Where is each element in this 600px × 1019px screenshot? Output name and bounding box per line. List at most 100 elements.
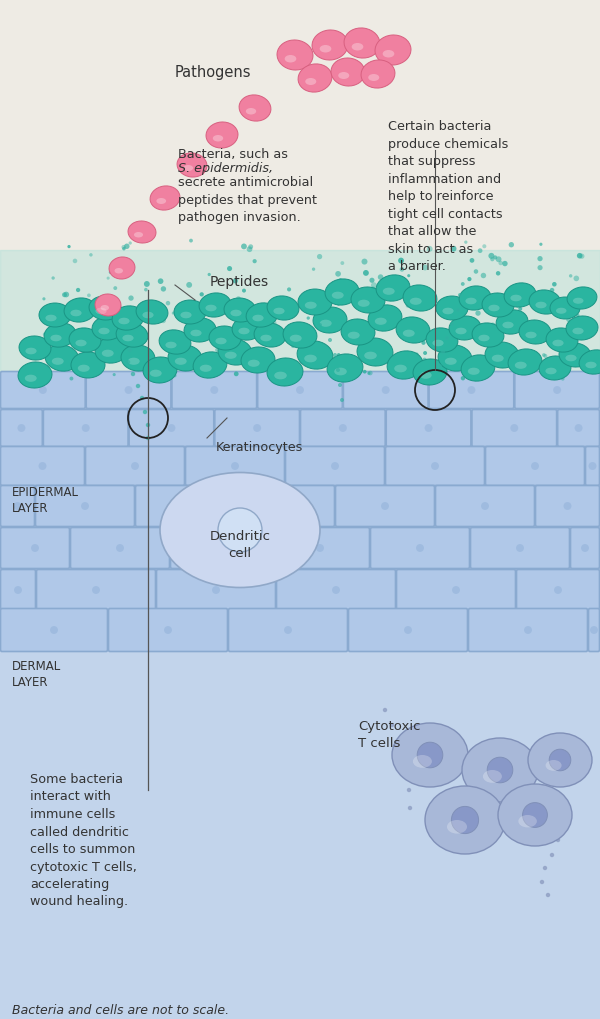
- Circle shape: [320, 350, 323, 353]
- FancyBboxPatch shape: [170, 528, 269, 569]
- Ellipse shape: [341, 319, 375, 345]
- Circle shape: [275, 310, 279, 314]
- FancyBboxPatch shape: [371, 528, 470, 569]
- Circle shape: [347, 363, 351, 367]
- Circle shape: [197, 310, 201, 314]
- Ellipse shape: [482, 293, 514, 317]
- Circle shape: [285, 368, 290, 373]
- Circle shape: [544, 372, 550, 377]
- Ellipse shape: [225, 352, 237, 359]
- Circle shape: [83, 314, 89, 320]
- Ellipse shape: [413, 755, 432, 767]
- Ellipse shape: [205, 305, 217, 311]
- Circle shape: [421, 340, 425, 344]
- Ellipse shape: [284, 55, 296, 62]
- Ellipse shape: [364, 352, 377, 360]
- Circle shape: [391, 276, 397, 282]
- Circle shape: [556, 838, 560, 842]
- Circle shape: [416, 544, 424, 552]
- Text: DERMAL
LAYER: DERMAL LAYER: [12, 660, 61, 690]
- Ellipse shape: [209, 326, 241, 351]
- Circle shape: [406, 304, 410, 308]
- Ellipse shape: [358, 300, 370, 307]
- Circle shape: [161, 286, 166, 291]
- FancyBboxPatch shape: [229, 608, 347, 651]
- Circle shape: [545, 291, 550, 296]
- Circle shape: [137, 366, 140, 369]
- Circle shape: [590, 626, 598, 634]
- Ellipse shape: [95, 337, 129, 363]
- Circle shape: [31, 544, 39, 552]
- Circle shape: [297, 335, 301, 339]
- Circle shape: [156, 302, 159, 305]
- Circle shape: [187, 319, 192, 324]
- Ellipse shape: [485, 342, 519, 368]
- Circle shape: [481, 273, 486, 278]
- FancyBboxPatch shape: [335, 485, 434, 527]
- Ellipse shape: [142, 312, 154, 318]
- Ellipse shape: [461, 355, 495, 381]
- Ellipse shape: [128, 358, 140, 365]
- Circle shape: [186, 282, 192, 287]
- Circle shape: [363, 370, 367, 374]
- Circle shape: [333, 353, 337, 357]
- Ellipse shape: [357, 338, 393, 366]
- Ellipse shape: [246, 303, 278, 327]
- Ellipse shape: [361, 60, 395, 88]
- Circle shape: [200, 292, 204, 297]
- Circle shape: [551, 360, 555, 363]
- Circle shape: [563, 502, 571, 510]
- Ellipse shape: [312, 30, 348, 60]
- Ellipse shape: [413, 359, 447, 385]
- Ellipse shape: [556, 308, 566, 314]
- Circle shape: [307, 305, 311, 309]
- Ellipse shape: [449, 316, 481, 340]
- Circle shape: [427, 246, 433, 252]
- Circle shape: [166, 301, 170, 306]
- Ellipse shape: [539, 356, 571, 380]
- FancyBboxPatch shape: [277, 570, 395, 610]
- Circle shape: [128, 347, 132, 353]
- Ellipse shape: [246, 108, 256, 114]
- Ellipse shape: [134, 232, 143, 237]
- Circle shape: [79, 346, 85, 352]
- Circle shape: [172, 312, 175, 315]
- Circle shape: [566, 318, 571, 322]
- Ellipse shape: [472, 323, 504, 347]
- Ellipse shape: [344, 28, 380, 58]
- Circle shape: [367, 372, 371, 375]
- Ellipse shape: [442, 308, 454, 314]
- Circle shape: [337, 353, 340, 357]
- Circle shape: [525, 331, 531, 337]
- Ellipse shape: [157, 198, 166, 204]
- Circle shape: [126, 340, 131, 345]
- Circle shape: [242, 288, 246, 292]
- FancyBboxPatch shape: [472, 410, 557, 446]
- Ellipse shape: [518, 815, 537, 827]
- Ellipse shape: [334, 368, 347, 375]
- Circle shape: [317, 254, 322, 259]
- Circle shape: [482, 245, 487, 249]
- FancyBboxPatch shape: [485, 446, 584, 485]
- FancyBboxPatch shape: [397, 570, 515, 610]
- Circle shape: [43, 332, 47, 336]
- Circle shape: [401, 756, 405, 760]
- Ellipse shape: [579, 350, 600, 374]
- Circle shape: [113, 373, 116, 376]
- Circle shape: [291, 343, 295, 347]
- Circle shape: [146, 305, 149, 309]
- FancyBboxPatch shape: [349, 608, 467, 651]
- Circle shape: [281, 502, 289, 510]
- Circle shape: [110, 348, 114, 353]
- Ellipse shape: [160, 473, 320, 588]
- Ellipse shape: [492, 355, 504, 362]
- Ellipse shape: [459, 286, 491, 310]
- Ellipse shape: [298, 289, 332, 315]
- Ellipse shape: [89, 296, 121, 320]
- Circle shape: [116, 544, 124, 552]
- Circle shape: [405, 770, 409, 775]
- Ellipse shape: [184, 318, 216, 342]
- Ellipse shape: [396, 317, 430, 343]
- Circle shape: [125, 386, 133, 394]
- Ellipse shape: [200, 365, 212, 372]
